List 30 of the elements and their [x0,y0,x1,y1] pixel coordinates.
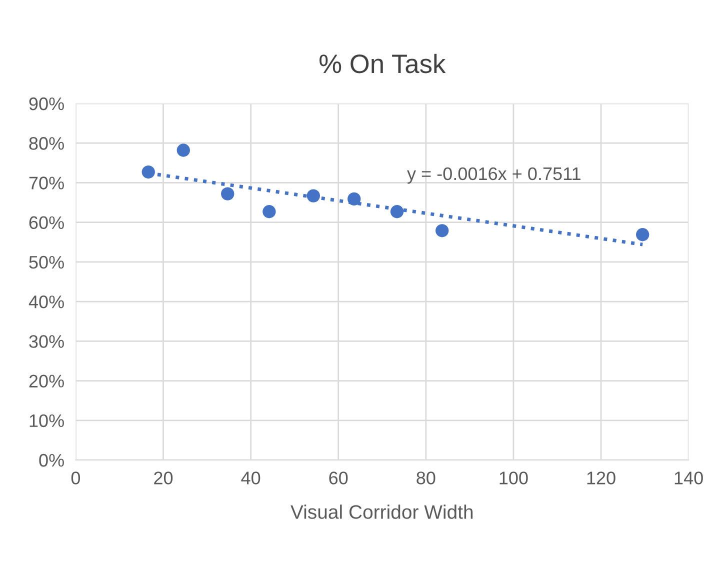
x-axis-title: Visual Corridor Width [290,504,473,519]
chart-title: % On Task [320,54,446,74]
annotation: y = -0.0016x + 0.7511 [407,167,580,184]
point [262,205,276,218]
y-tick-label: 80% [29,137,64,150]
y-tick-label: 90% [29,97,64,110]
y-tick-label: 70% [29,176,64,190]
x-tick-label: 80 [416,472,436,484]
point [436,224,449,238]
y-tick-label: 40% [28,295,64,308]
point [176,144,190,157]
point [636,228,650,242]
y-tick-label: 0% [39,454,64,467]
point [306,189,320,202]
x-tick-label: 20 [154,472,173,484]
x-tick-label: 120 [587,472,616,484]
x-tick-label: 0 [71,472,80,484]
x-tick-label: 40 [241,472,260,484]
x-tick-label: 100 [500,472,528,484]
y-tick-label: 50% [29,256,64,269]
y-tick-label: 20% [29,374,64,388]
x-tick-label: 60 [329,472,348,484]
point [221,187,234,200]
point [348,192,361,206]
x-tick-label: 140 [674,472,703,484]
point [142,165,155,179]
y-tick-label: 60% [29,216,64,230]
y-tick-label: 30% [29,335,64,348]
y-tick-label: 10% [30,414,64,428]
point [390,205,404,218]
